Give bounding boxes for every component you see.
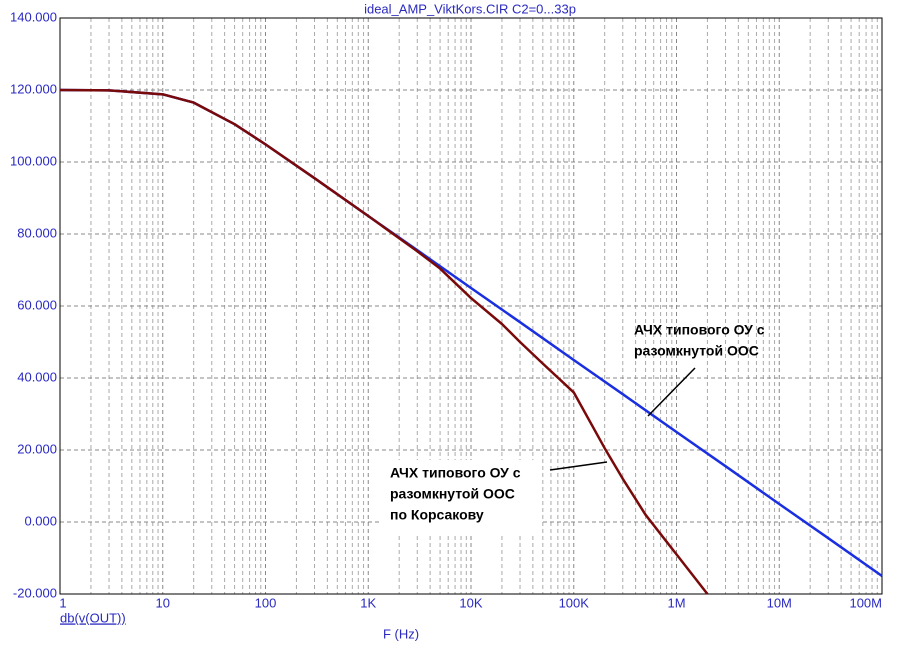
leader-line [647,367,696,417]
y-axis-label: db(v(OUT)) [60,610,126,625]
leader-line [549,461,608,471]
chart-title: ideal_AMP_ViktKors.CIR C2=0...33p [364,1,576,16]
x-tick-label: 1 [59,595,66,610]
annotation-text: АЧХ типового ОУ с [634,322,765,338]
x-tick-label: 1M [667,595,685,610]
x-tick-label: 10M [767,595,792,610]
x-tick-label: 100K [559,595,590,610]
y-tick-label: 80.000 [17,225,57,240]
x-tick-label: 10 [156,595,170,610]
annotation-text: разомкнутой ООС [634,343,759,359]
series-line [59,88,709,595]
y-tick-label: -20.000 [13,585,57,600]
y-tick-label: 100.000 [10,153,57,168]
y-tick-label: 140.000 [10,9,57,24]
x-tick-label: 100 [255,595,277,610]
x-tick-label: 100M [849,595,882,610]
x-axis-label: F (Hz) [383,626,419,641]
y-tick-label: 20.000 [17,441,57,456]
annotation-text: АЧХ типового ОУ с [390,465,521,481]
y-tick-label: 60.000 [17,297,57,312]
y-tick-label: 40.000 [17,369,57,384]
annotation-background [382,460,542,534]
x-tick-label: 1K [360,595,376,610]
plot-border [59,17,883,595]
x-tick-label: 10K [459,595,482,610]
annotation-text: по Корсакову [390,507,484,523]
y-tick-label: 120.000 [10,81,57,96]
annotation-text: разомкнутой ООС [390,486,515,502]
y-tick-label: 0.000 [24,513,57,528]
